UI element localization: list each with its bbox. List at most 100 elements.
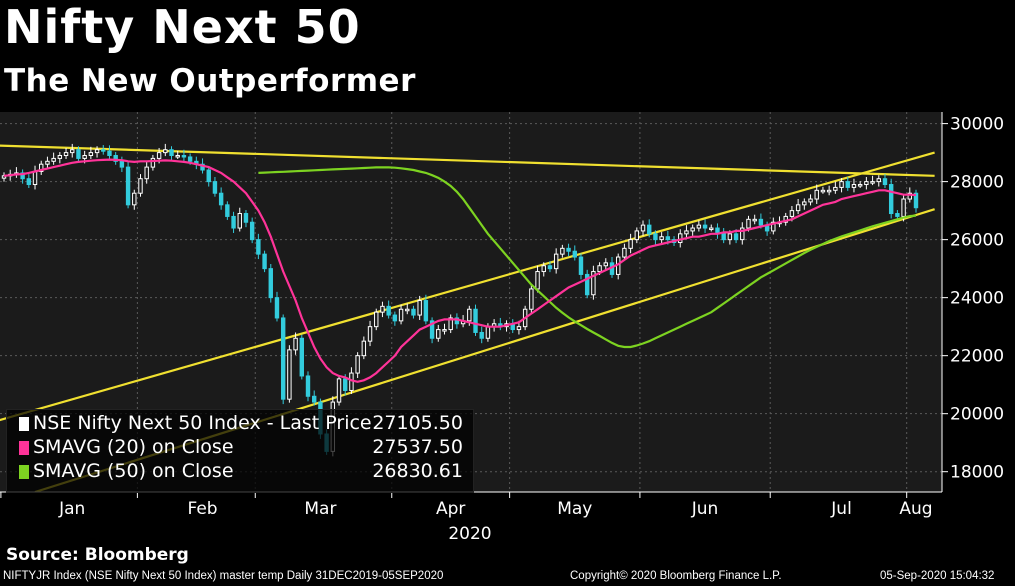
candle-body <box>628 239 633 249</box>
y-tick-label: 26000 <box>950 231 1004 251</box>
candle-body <box>39 163 44 172</box>
candle-body <box>553 253 559 270</box>
candle-body <box>820 189 826 193</box>
candle <box>45 156 50 170</box>
x-tick-label: May <box>557 499 592 519</box>
candle-body <box>386 305 391 316</box>
candle-body <box>789 210 795 217</box>
candle <box>591 265 596 300</box>
candle-body <box>125 166 131 206</box>
candle <box>560 244 565 258</box>
candle-body <box>882 178 888 186</box>
candle <box>181 149 187 162</box>
candle <box>336 375 342 406</box>
candle <box>113 152 118 165</box>
legend-label: SMAVG (20) on Close <box>33 436 234 458</box>
candle-body <box>51 157 56 162</box>
candle-body <box>442 329 447 332</box>
candle-body <box>857 184 863 187</box>
candle-body <box>243 213 249 223</box>
candle-body <box>156 152 162 159</box>
candle <box>547 261 553 273</box>
candle-body <box>795 204 801 212</box>
candle-body <box>212 181 218 194</box>
candle <box>268 264 273 303</box>
candle-body <box>591 271 596 296</box>
candle <box>280 314 286 405</box>
candle-body <box>163 149 168 154</box>
candle-body <box>138 178 143 194</box>
candle <box>684 225 689 238</box>
legend-swatch-sma50 <box>19 465 29 479</box>
candle <box>584 269 590 299</box>
candle <box>101 145 106 155</box>
candle <box>293 332 298 355</box>
candle <box>541 262 546 277</box>
candle-body <box>876 178 881 183</box>
candle <box>392 311 398 326</box>
candle <box>51 152 56 165</box>
y-tick-label: 24000 <box>950 289 1004 309</box>
candle-body <box>467 308 472 322</box>
candle <box>150 154 156 171</box>
candle <box>274 291 280 322</box>
candle-body <box>541 265 546 273</box>
candle <box>175 150 180 159</box>
candle-body <box>88 152 94 157</box>
candle <box>70 143 75 158</box>
candle <box>628 233 633 254</box>
candle <box>417 295 422 320</box>
candle <box>218 187 224 210</box>
candle <box>740 222 745 245</box>
candle <box>771 217 776 235</box>
candle <box>795 199 801 215</box>
x-tick-label: Aug <box>899 499 932 519</box>
candle-body <box>913 192 919 209</box>
candle-body <box>187 156 193 162</box>
candle <box>640 220 646 236</box>
candle-body <box>299 337 305 377</box>
candle <box>429 317 435 344</box>
candle-body <box>132 192 137 206</box>
candle-body <box>113 155 118 162</box>
candle <box>57 152 63 164</box>
candle <box>634 227 640 244</box>
candle-body <box>653 233 658 241</box>
candle-body <box>94 149 100 154</box>
candle-body <box>709 227 714 231</box>
candle-body <box>839 181 844 188</box>
candle-body <box>547 265 553 270</box>
candle-body <box>746 218 751 229</box>
candle <box>262 250 267 273</box>
candle <box>225 201 230 220</box>
candle-body <box>808 198 813 203</box>
y-tick-label: 28000 <box>950 173 1004 193</box>
candle-body <box>851 184 857 188</box>
candle-body <box>26 178 32 186</box>
candle <box>138 174 143 197</box>
x-tick-label: Mar <box>304 499 336 519</box>
candle-body <box>343 378 348 391</box>
candle-body <box>355 355 360 374</box>
candle-body <box>826 189 832 193</box>
candle <box>845 176 850 191</box>
candle <box>163 143 168 157</box>
candle <box>913 189 919 213</box>
footer-copyright: Copyright© 2020 Bloomberg Finance L.P. <box>570 570 782 582</box>
candle-body <box>144 166 149 180</box>
candle-body <box>249 221 255 241</box>
x-tick-label: Jan <box>58 499 85 519</box>
candle-body <box>888 184 894 215</box>
candle <box>808 194 813 206</box>
candle-body <box>231 215 236 229</box>
candle-body <box>572 250 577 258</box>
candle-body <box>622 247 627 258</box>
candle <box>169 146 174 161</box>
y-tick-label: 18000 <box>950 463 1004 483</box>
candle-body <box>392 314 398 322</box>
candle-body <box>225 204 230 217</box>
candle-body <box>262 253 267 270</box>
candle-body <box>268 268 273 299</box>
candle-body <box>758 218 764 226</box>
candle <box>876 175 881 187</box>
